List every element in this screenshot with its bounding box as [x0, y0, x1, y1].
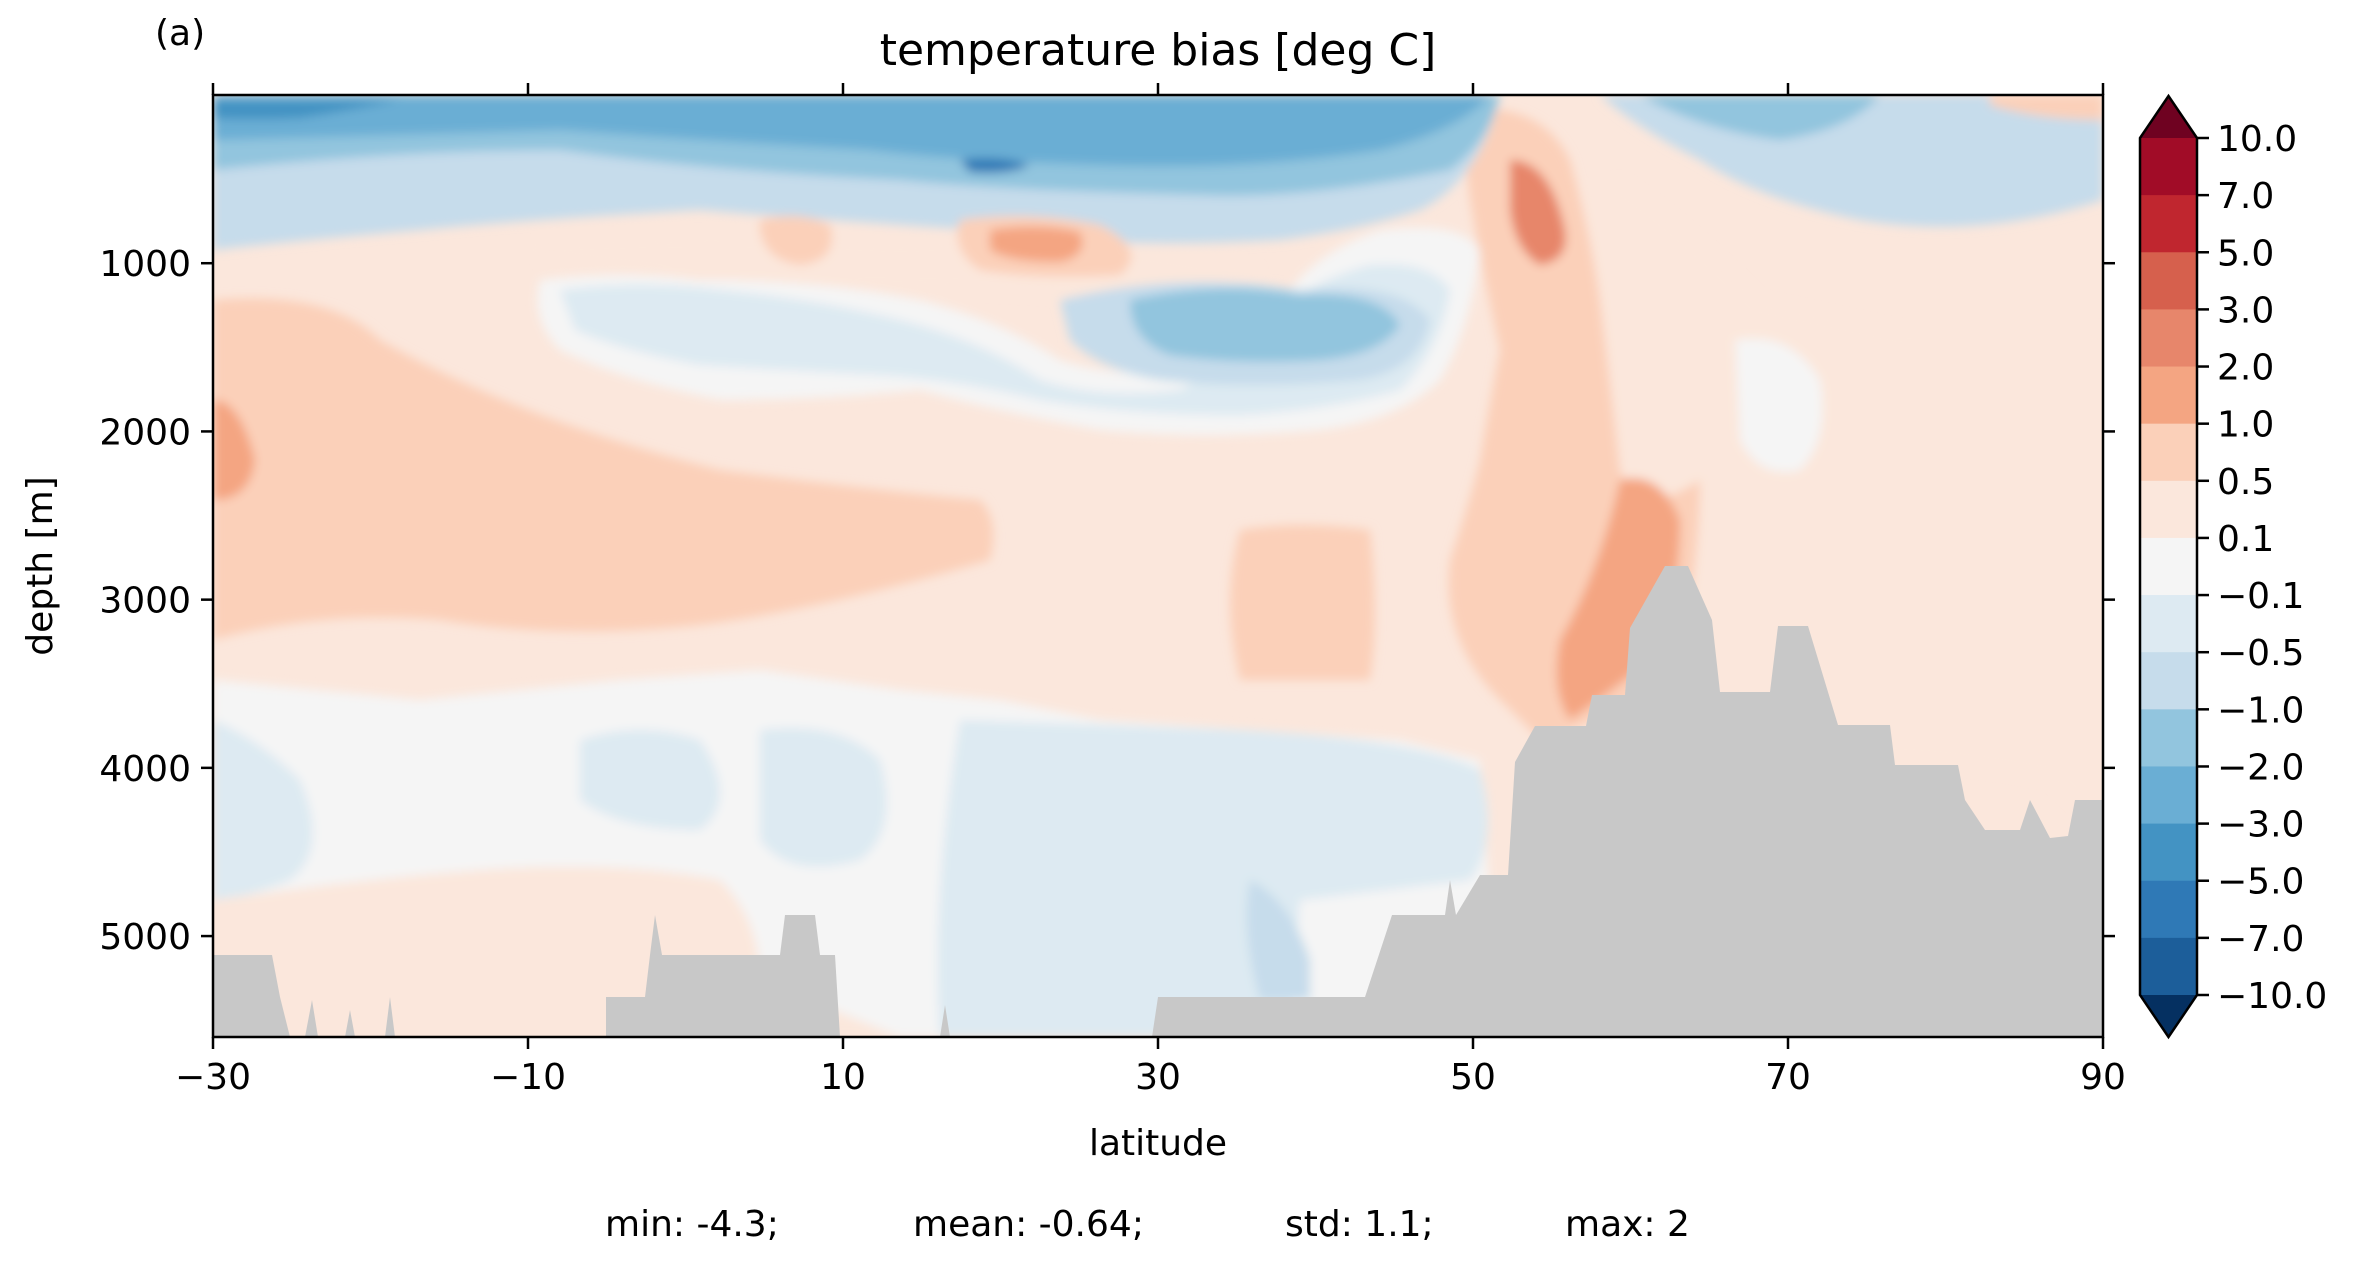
colorbar-segment	[2140, 537, 2197, 596]
colorbar-tick-label: 0.5	[2217, 462, 2274, 503]
colorbar-tick-label: 2.0	[2217, 348, 2274, 389]
x-tick-label: 50	[1450, 1057, 1496, 1098]
colorbar-tick-label: 5.0	[2217, 233, 2274, 274]
colorbar-segment	[2140, 423, 2197, 482]
colorbar-segment	[2140, 366, 2197, 425]
colorbar-tick-label: −7.0	[2217, 919, 2304, 960]
y-axis-label: depth [m]	[20, 476, 61, 655]
x-tick-label: −10	[490, 1057, 566, 1098]
x-tick-label: −30	[175, 1057, 251, 1098]
colorbar-tick-label: 7.0	[2217, 176, 2274, 217]
colorbar-tick-label: −1.0	[2217, 690, 2304, 731]
x-axis: −30 −10 10 30 50 70 90	[175, 83, 2126, 1098]
colorbar: 10.0 7.0 5.0 3.0 2.0 1.0 0.5 0.1 −0.1 −0.5 −1.0 −2.…	[2138, 93, 2327, 1040]
colorbar-extend-top	[2140, 96, 2197, 138]
colorbar-segment	[2140, 880, 2197, 939]
colorbar-tick-label: 1.0	[2217, 405, 2274, 446]
colorbar-tick-label: −0.1	[2217, 576, 2304, 617]
colorbar-segment	[2140, 709, 2197, 767]
x-tick-label: 30	[1135, 1057, 1181, 1098]
panel-label: (a)	[155, 13, 205, 54]
colorbar-tick-label: −5.0	[2217, 862, 2304, 903]
colorbar-segment	[2140, 595, 2197, 653]
colorbar-segment	[2140, 252, 2197, 310]
stats-min: min: -4.3;	[605, 1204, 779, 1245]
colorbar-tick-label: −3.0	[2217, 805, 2304, 846]
colorbar-tick-label: −2.0	[2217, 747, 2304, 788]
x-tick-label: 70	[1765, 1057, 1811, 1098]
stats-std: std: 1.1;	[1285, 1204, 1434, 1245]
x-tick-label: 10	[820, 1057, 866, 1098]
colorbar-tick-label: 10.0	[2217, 119, 2297, 160]
topography	[213, 566, 2103, 1037]
stats-max: max: 2	[1565, 1204, 1690, 1245]
x-axis-label: latitude	[1089, 1123, 1227, 1164]
colorbar-extend-bottom	[2140, 995, 2197, 1037]
temperature-bias-field	[213, 95, 2103, 1037]
x-tick-label: 90	[2080, 1057, 2126, 1098]
colorbar-tick-label: 3.0	[2217, 290, 2274, 331]
colorbar-tick-label: −0.5	[2217, 633, 2304, 674]
y-tick-label: 2000	[99, 412, 191, 453]
y-tick-label: 1000	[99, 244, 191, 285]
colorbar-segment	[2140, 937, 2197, 996]
stats-mean: mean: -0.64;	[913, 1204, 1144, 1245]
y-axis: 1000 2000 3000 4000 5000	[99, 244, 2115, 958]
colorbar-segment	[2140, 480, 2197, 539]
y-tick-label: 5000	[99, 917, 191, 958]
colorbar-tick-label: 0.1	[2217, 519, 2274, 560]
colorbar-segment	[2140, 309, 2197, 368]
y-tick-label: 4000	[99, 749, 191, 790]
colorbar-segment	[2140, 138, 2197, 196]
chart-title: temperature bias [deg C]	[880, 25, 1437, 76]
colorbar-segment	[2140, 766, 2197, 825]
colorbar-tick-label: −10.0	[2217, 976, 2327, 1017]
colorbar-segment	[2140, 195, 2197, 253]
colorbar-segment	[2140, 652, 2197, 710]
colorbar-segment	[2140, 823, 2197, 882]
y-tick-label: 3000	[99, 581, 191, 622]
